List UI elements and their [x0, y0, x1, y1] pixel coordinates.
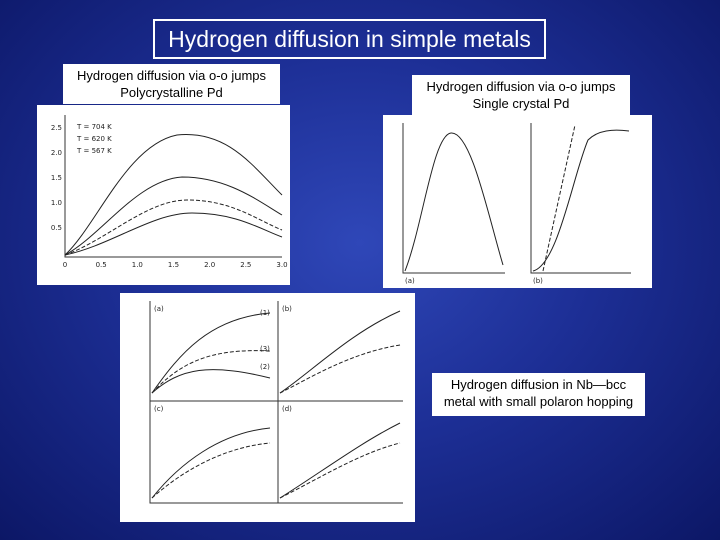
curve: [151, 312, 271, 394]
curve: [151, 369, 271, 394]
axes: [64, 115, 282, 258]
figure-single-crystal: (a) (b): [383, 115, 652, 288]
curve: [64, 176, 283, 256]
axes: [530, 123, 631, 274]
curve-label: (3): [260, 345, 270, 353]
figure-polycrystalline: T = 704 K T = 620 K T = 567 K 0 0.5 1.0 1.5…: [37, 105, 290, 285]
caption-line: Hydrogen diffusion in Nb—bcc: [450, 377, 627, 392]
slide-title: Hydrogen diffusion in simple metals: [153, 19, 546, 59]
x-tick-label: 3.0: [276, 261, 287, 269]
legend-entry: T = 567 K: [76, 147, 112, 155]
axes: [149, 301, 403, 504]
legend-entry: T = 704 K: [76, 123, 112, 131]
caption: Hydrogen diffusion via o-o jumps Single …: [412, 75, 630, 115]
y-tick-label: 0.5: [51, 224, 62, 232]
curve: [151, 350, 271, 394]
panel-tag: (c): [154, 405, 164, 413]
panel-tag: (d): [282, 405, 292, 413]
y-tick-label: 1.5: [51, 174, 62, 182]
panel-tag: (b): [282, 305, 292, 313]
panel-tag: (a): [405, 277, 415, 285]
curve: [64, 212, 283, 256]
curve: [279, 310, 401, 394]
figure-nb: (a) (b) (c) (d) (1) (2) (3): [120, 293, 415, 522]
curve: [532, 129, 630, 272]
x-tick-label: 2.0: [204, 261, 215, 269]
x-tick-label: 1.5: [168, 261, 179, 269]
caption: Hydrogen diffusion in Nb—bcc metal with …: [432, 373, 645, 416]
caption-line: Single crystal Pd: [472, 96, 570, 111]
y-tick-label: 1.0: [51, 199, 62, 207]
caption-line: Hydrogen diffusion via o-o jumps: [76, 68, 267, 83]
curve: [279, 344, 401, 394]
y-tick-label: 2.5: [51, 124, 62, 132]
x-tick-label: 0: [63, 261, 67, 269]
curve: [151, 427, 271, 499]
x-tick-label: 1.0: [132, 261, 143, 269]
caption-line: Hydrogen diffusion via o-o jumps: [426, 79, 616, 94]
curve-label: (2): [260, 363, 270, 371]
curve: [279, 442, 401, 499]
curve: [64, 199, 283, 256]
curve: [279, 422, 401, 499]
curve-label: (1): [260, 309, 270, 317]
y-tick-label: 2.0: [51, 149, 62, 157]
curve: [404, 132, 504, 272]
panel-tag: (b): [533, 277, 543, 285]
curve: [64, 134, 283, 256]
x-tick-label: 0.5: [96, 261, 107, 269]
curve: [542, 124, 576, 272]
caption-line: Polycrystalline Pd: [120, 85, 223, 100]
legend-entry: T = 620 K: [76, 135, 112, 143]
panel-tag: (a): [154, 305, 164, 313]
x-tick-label: 2.5: [240, 261, 251, 269]
caption: Hydrogen diffusion via o-o jumps Polycry…: [63, 64, 280, 104]
caption-line: metal with small polaron hopping: [443, 394, 634, 409]
axes: [402, 123, 505, 274]
curve: [151, 442, 271, 499]
